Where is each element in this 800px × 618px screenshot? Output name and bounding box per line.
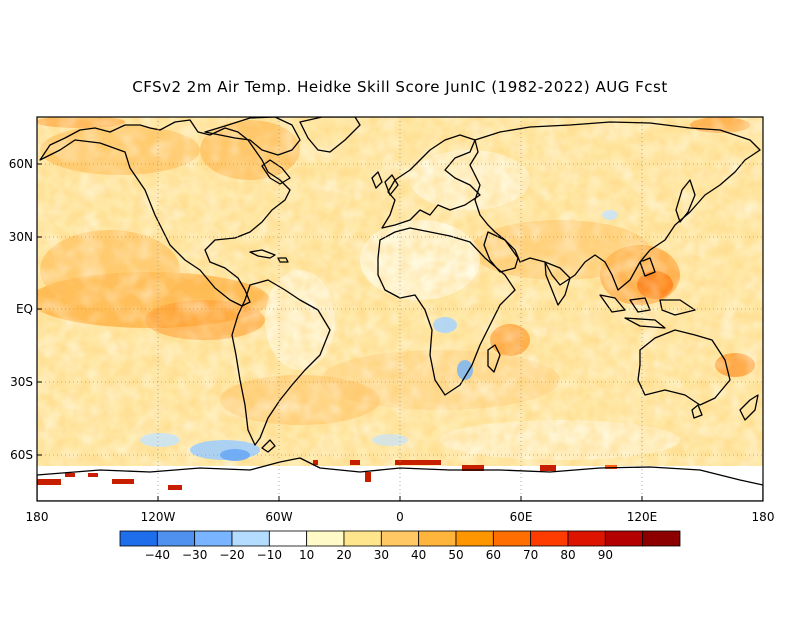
colorbar-swatch xyxy=(530,530,569,547)
colorbar-label: 40 xyxy=(411,548,426,562)
colorbar-label: −40 xyxy=(145,548,170,562)
lon-label-180w: 180 xyxy=(26,510,49,524)
colorbar-label: 10 xyxy=(299,548,314,562)
colorbar-swatch xyxy=(604,530,644,547)
colorbar-swatch xyxy=(642,530,681,547)
latitude-labels: 60N 30N EQ 30S 60S xyxy=(9,157,33,462)
colorbar-label: 80 xyxy=(560,548,575,562)
colorbar-swatch xyxy=(306,530,345,547)
colorbar-label: 50 xyxy=(448,548,463,562)
skill-field xyxy=(37,117,763,501)
colorbar-swatch xyxy=(418,530,457,547)
lon-label-180e: 180 xyxy=(752,510,775,524)
lon-label-60w: 60W xyxy=(265,510,292,524)
lon-label-0: 0 xyxy=(396,510,404,524)
lon-label-60e: 60E xyxy=(510,510,533,524)
lon-label-120w: 120W xyxy=(141,510,176,524)
axis-ticks xyxy=(37,163,643,501)
colorbar-label: 60 xyxy=(486,548,501,562)
coastlines xyxy=(37,117,763,501)
colorbar-swatch xyxy=(194,530,233,547)
lat-label-60s: 60S xyxy=(10,448,33,462)
colorbar-label: 70 xyxy=(523,548,538,562)
longitude-labels: 180 120W 60W 0 60E 120E 180 xyxy=(26,510,775,524)
colorbar-swatch xyxy=(380,530,420,547)
colorbar-swatch xyxy=(343,530,382,547)
colorbar-swatch xyxy=(231,530,270,547)
colorbar-swatch xyxy=(156,530,196,547)
colorbar-labels: −40 −30 −20 −10 10 20 30 40 50 60 70 80 90 xyxy=(145,548,613,562)
colorbar-label: 90 xyxy=(598,548,613,562)
colorbar-label: 30 xyxy=(374,548,389,562)
lat-label-30s: 30S xyxy=(10,375,33,389)
colorbar-label: −30 xyxy=(182,548,207,562)
lat-label-30n: 30N xyxy=(9,230,33,244)
colorbar-swatch xyxy=(492,530,532,547)
colorbar xyxy=(119,530,681,547)
colorbar-label: −20 xyxy=(219,548,244,562)
colorbar-swatch xyxy=(119,530,158,547)
lon-label-120e: 120E xyxy=(627,510,658,524)
colorbar-swatch xyxy=(268,530,308,547)
lat-label-eq: EQ xyxy=(16,302,33,316)
colorbar-label: −10 xyxy=(257,548,282,562)
lat-label-60n: 60N xyxy=(9,157,33,171)
colorbar-swatch xyxy=(567,530,606,547)
colorbar-swatch xyxy=(455,530,494,547)
gridlines xyxy=(37,117,763,501)
colorbar-label: 20 xyxy=(336,548,351,562)
map-title: CFSv2 2m Air Temp. Heidke Skill Score Ju… xyxy=(132,78,668,96)
